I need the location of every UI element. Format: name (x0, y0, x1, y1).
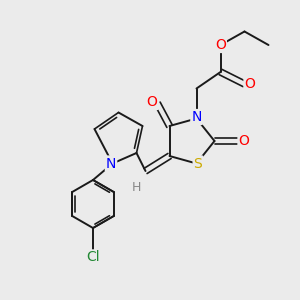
Text: Cl: Cl (86, 250, 100, 264)
Text: S: S (194, 157, 202, 170)
Text: O: O (244, 77, 255, 91)
Text: O: O (215, 38, 226, 52)
Text: H: H (132, 181, 141, 194)
Text: N: N (106, 157, 116, 170)
Text: N: N (191, 110, 202, 124)
Text: O: O (147, 95, 158, 109)
Text: O: O (238, 134, 249, 148)
